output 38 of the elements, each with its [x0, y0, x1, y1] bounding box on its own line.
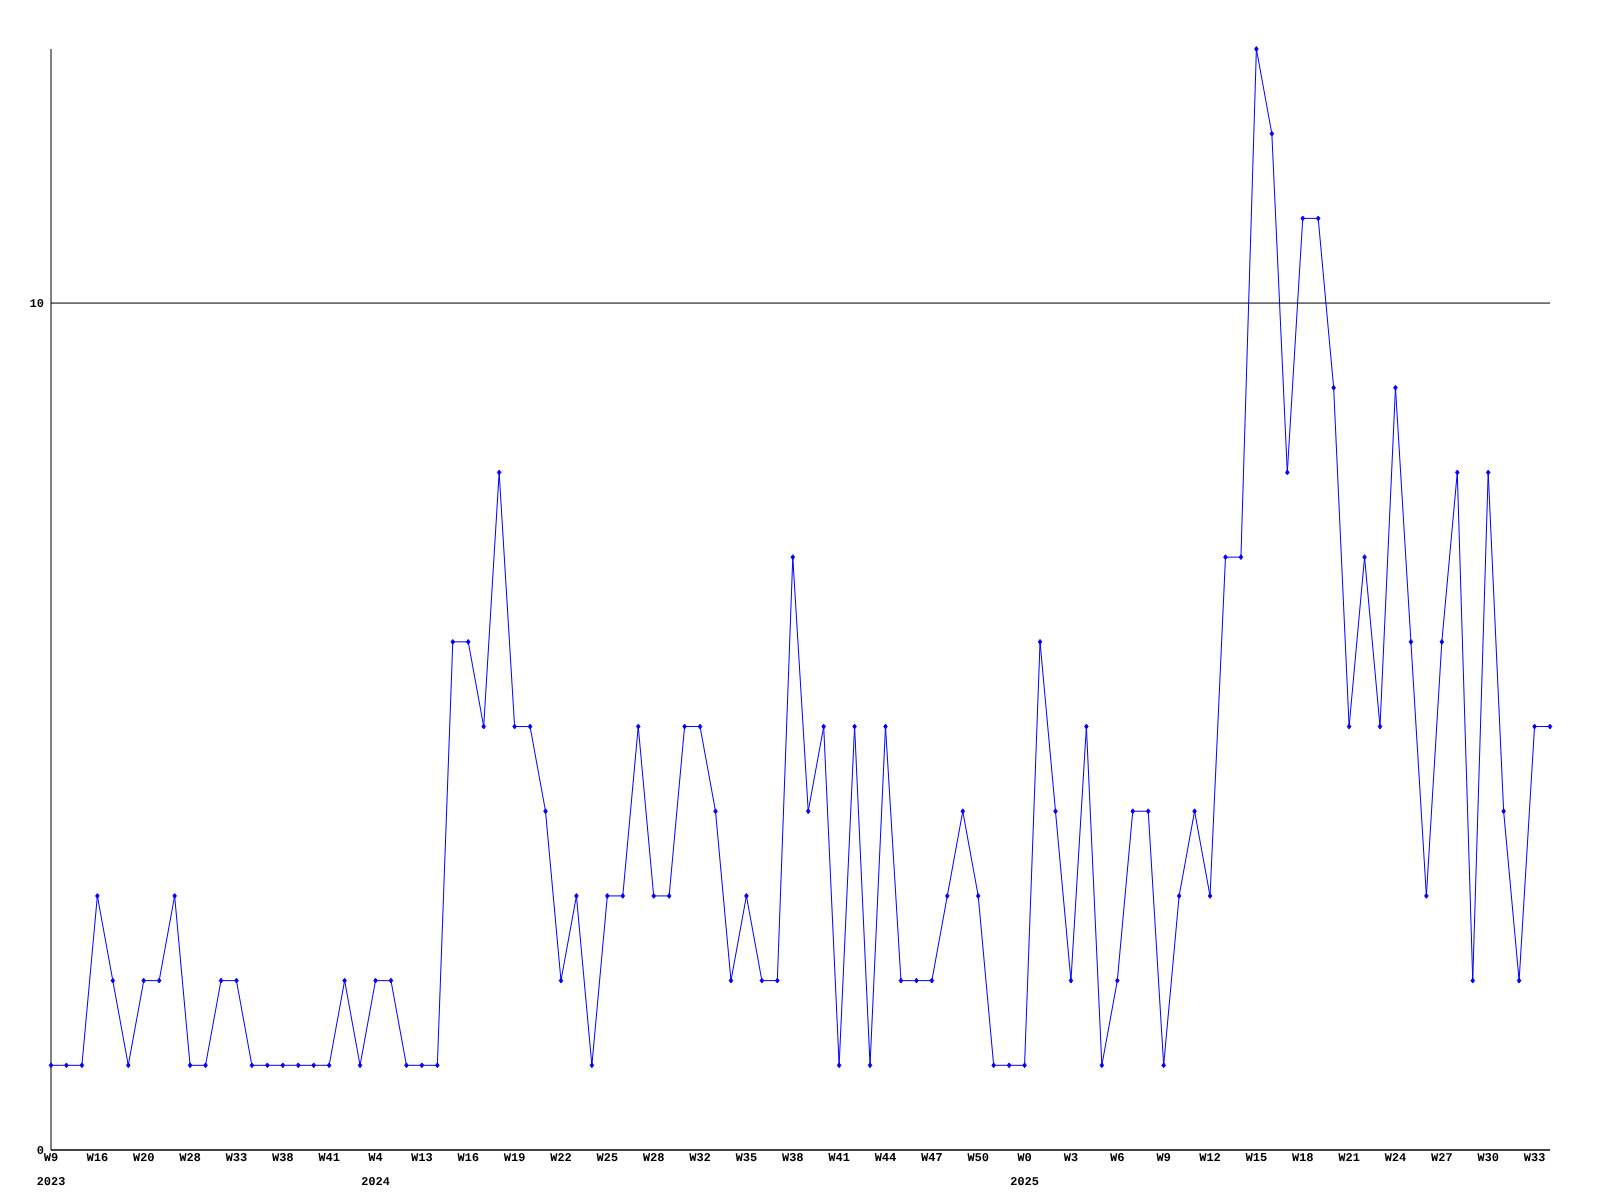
text: 2025: [1010, 1177, 1039, 1186]
x-tick-label: W12: [1199, 1153, 1221, 1162]
text: 2023: [37, 1177, 65, 1186]
x-tick-label: W33: [1523, 1153, 1545, 1162]
x-tick-label: W18: [1291, 1153, 1313, 1162]
text: 2024: [361, 1177, 390, 1186]
x-tick-label: W38: [272, 1153, 293, 1162]
x-tick-label: W4: [368, 1153, 383, 1161]
x-tick-label: W15: [1245, 1153, 1267, 1162]
y-tick-label: 10: [30, 299, 44, 308]
x-tick-label: W0: [1017, 1153, 1032, 1162]
x-tick-label: W33: [225, 1153, 247, 1162]
x-tick-label: W41: [318, 1153, 340, 1161]
x-tick-label: W28: [642, 1153, 664, 1162]
x-tick-label: W50: [967, 1153, 989, 1162]
x-tick-label: W6: [1110, 1153, 1124, 1162]
x-tick-label: W30: [1477, 1153, 1499, 1162]
y-tick-label: 0: [37, 1145, 44, 1155]
x-tick-label: W21: [1338, 1153, 1360, 1162]
x-tick-label: W19: [503, 1153, 525, 1162]
x-tick-label: W25: [596, 1153, 618, 1162]
x-tick-label: W16: [86, 1153, 108, 1162]
x-tick-label: W47: [921, 1153, 942, 1161]
x-tick-label: W28: [179, 1153, 201, 1162]
x-tick-label: W3: [1063, 1153, 1078, 1162]
x-tick-label: W44: [874, 1153, 896, 1161]
x-tick-label: W22: [550, 1153, 572, 1162]
x-tick-label: W41: [828, 1153, 850, 1161]
x-tick-label: W38: [782, 1153, 803, 1162]
x-tick-label: W9: [1156, 1153, 1171, 1162]
x-tick-label: W20: [132, 1153, 154, 1162]
x-tick-label: W35: [735, 1153, 757, 1162]
x-tick-label: W9: [43, 1153, 58, 1162]
x-tick-label: W13: [411, 1153, 433, 1162]
x-tick-label: W32: [689, 1153, 711, 1162]
x-tick-label: W16: [457, 1153, 479, 1162]
x-tick-label: W27: [1431, 1153, 1452, 1162]
x-tick-label: W24: [1384, 1153, 1406, 1162]
